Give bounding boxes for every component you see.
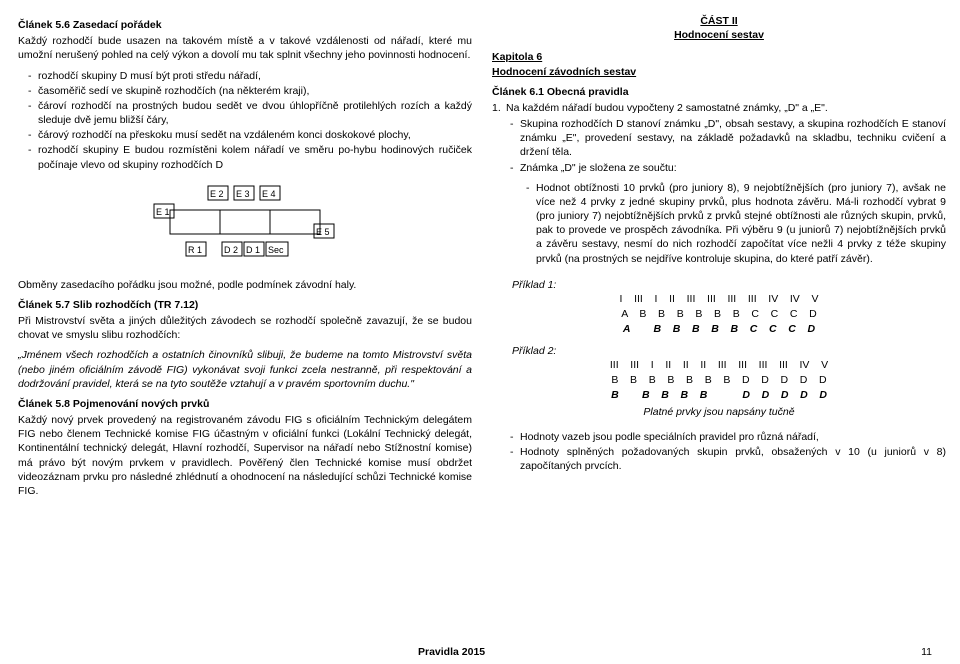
page-columns: Článek 5.6 Zasedací pořádek Každý rozhod…	[0, 0, 960, 510]
art56-li: časoměřič sedí ve skupině rozhodčích (na…	[28, 84, 472, 98]
sub-item: Známka „D" je složena ze součtu:	[510, 161, 946, 175]
footer-right: 11	[921, 646, 932, 658]
bottom-li: Hodnoty vazeb jsou podle speciálních pra…	[510, 430, 946, 444]
bottom-list: Hodnoty vazeb jsou podle speciálních pra…	[492, 430, 946, 474]
diag-d1: D 1	[246, 245, 260, 255]
diag-e5: E 5	[316, 227, 330, 237]
art61-item1: Na každém nářadí budou vypočteny 2 samos…	[492, 101, 946, 115]
part-sub: Hodnocení sestav	[492, 28, 946, 42]
ex1-l2: A B B B B B B C C C D	[492, 307, 946, 322]
page-footer: Pravidla 2015 11	[0, 646, 960, 658]
art57-p1: Při Mistrovství světa a jiných důležitýc…	[18, 314, 472, 342]
art56-list: rozhodčí skupiny D musí být proti středu…	[18, 69, 472, 172]
seating-diagram: E 2 E 3 E 4 E 1 E 5 R 1 D 2 D 1 Sec	[150, 180, 340, 270]
ex-note: Platné prvky jsou napsány tučně	[492, 405, 946, 419]
art56-li: rozhodčí skupiny E budou rozmístěni kole…	[28, 143, 472, 171]
diag-e3: E 3	[236, 189, 250, 199]
art56-title: Článek 5.6 Zasedací pořádek	[18, 18, 472, 32]
art57-quote: „Jménem všech rozhodčích a ostatních čin…	[18, 348, 472, 391]
art57-title: Článek 5.7 Slib rozhodčích (TR 7.12)	[18, 298, 472, 312]
art56-li: čároví rozhodčí na prostných budou sedět…	[28, 99, 472, 127]
right-column: ČÁST II Hodnocení sestav Kapitola 6 Hodn…	[492, 14, 946, 504]
part-title: ČÁST II	[492, 14, 946, 28]
footer-left: Pravidla 2015	[418, 646, 485, 658]
ex2-l1: III III I II II II III III III III IV V	[492, 358, 946, 373]
diag-e4: E 4	[262, 189, 276, 199]
bottom-li: Hodnoty splněných požadovaných skupin pr…	[510, 445, 946, 473]
ex2-l2: B B B B B B B D D D D D	[492, 373, 946, 388]
left-column: Článek 5.6 Zasedací pořádek Každý rozhod…	[18, 14, 472, 504]
diag-sec: Sec	[268, 245, 284, 255]
diag-e2: E 2	[210, 189, 224, 199]
ex1-l3: A B B B B B C C C D	[492, 322, 946, 337]
art61-sublist: Skupina rozhodčích D stanoví známku „D",…	[492, 117, 946, 175]
ex2-label: Příklad 2:	[492, 344, 946, 358]
art56-li: čárový rozhodčí na přeskoku musí sedět n…	[28, 128, 472, 142]
diag-e1: E 1	[156, 207, 170, 217]
art56-li: rozhodčí skupiny D musí být proti středu…	[28, 69, 472, 83]
art56-para: Každý rozhodčí bude usazen na takovém mí…	[18, 34, 472, 62]
subsub-item: Hodnot obtížnosti 10 prvků (pro juniory …	[526, 181, 946, 266]
ex2-l3: B B B B B D D D D D	[492, 388, 946, 403]
sub-item: Skupina rozhodčích D stanoví známku „D",…	[510, 117, 946, 160]
art61-subsub: Hodnot obtížnosti 10 prvků (pro juniory …	[492, 181, 946, 266]
art58-p: Každý nový prvek provedený na registrova…	[18, 413, 472, 498]
ex1-label: Příklad 1:	[492, 278, 946, 292]
ex1-l1: I III I II III III III III IV IV V	[492, 292, 946, 307]
post-diagram-note: Obměny zasedacího pořádku jsou možné, po…	[18, 278, 472, 292]
kap-title: Kapitola 6	[492, 50, 946, 64]
ex2: III III I II II II III III III III IV V …	[492, 358, 946, 404]
kap-sub: Hodnocení závodních sestav	[492, 65, 946, 79]
art61-title: Článek 6.1 Obecná pravidla	[492, 85, 946, 99]
diag-d2: D 2	[224, 245, 238, 255]
ex1: I III I II III III III III IV IV V A B B…	[492, 292, 946, 338]
art58-title: Článek 5.8 Pojmenování nových prvků	[18, 397, 472, 411]
diag-r1: R 1	[188, 245, 202, 255]
